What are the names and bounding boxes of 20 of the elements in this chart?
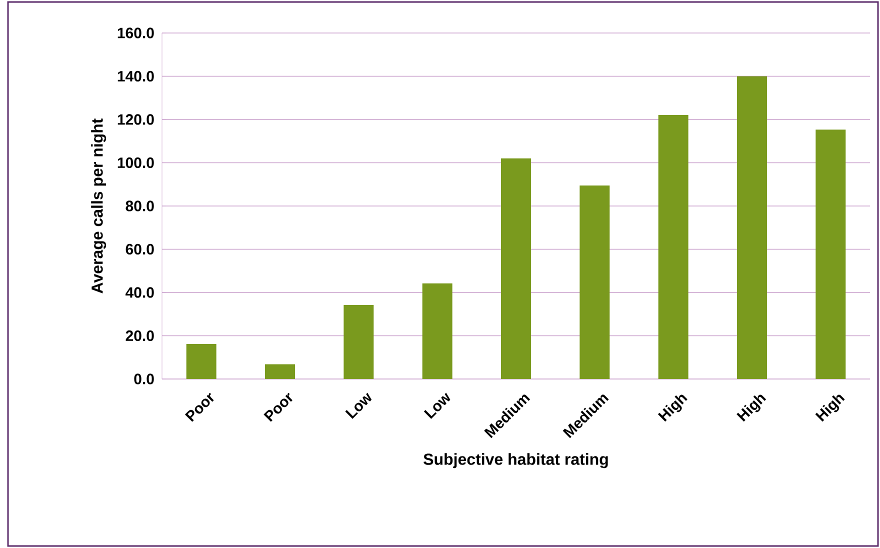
y-tick-label: 160.0 — [118, 28, 154, 38]
bar — [265, 364, 296, 379]
y-tick-label: 60.0 — [126, 244, 154, 255]
bar — [736, 76, 767, 379]
bar — [816, 130, 846, 379]
bar — [186, 344, 216, 379]
y-tick-label: 40.0 — [126, 287, 154, 298]
bar — [344, 305, 374, 379]
y-tick-label: 80.0 — [126, 200, 154, 212]
bar — [500, 158, 531, 379]
bar — [658, 114, 688, 379]
y-tick-label: 0.0 — [134, 374, 154, 384]
x-axis-title: Subjective habitat rating — [424, 453, 608, 468]
bar — [422, 283, 452, 379]
bar — [580, 185, 610, 379]
y-tick-label: 140.0 — [118, 70, 154, 82]
y-axis-title: Average calls per night — [91, 118, 106, 294]
y-tick-label: 20.0 — [126, 330, 154, 342]
y-tick-label: 100.0 — [118, 157, 154, 168]
y-tick-label: 120.0 — [118, 114, 154, 125]
